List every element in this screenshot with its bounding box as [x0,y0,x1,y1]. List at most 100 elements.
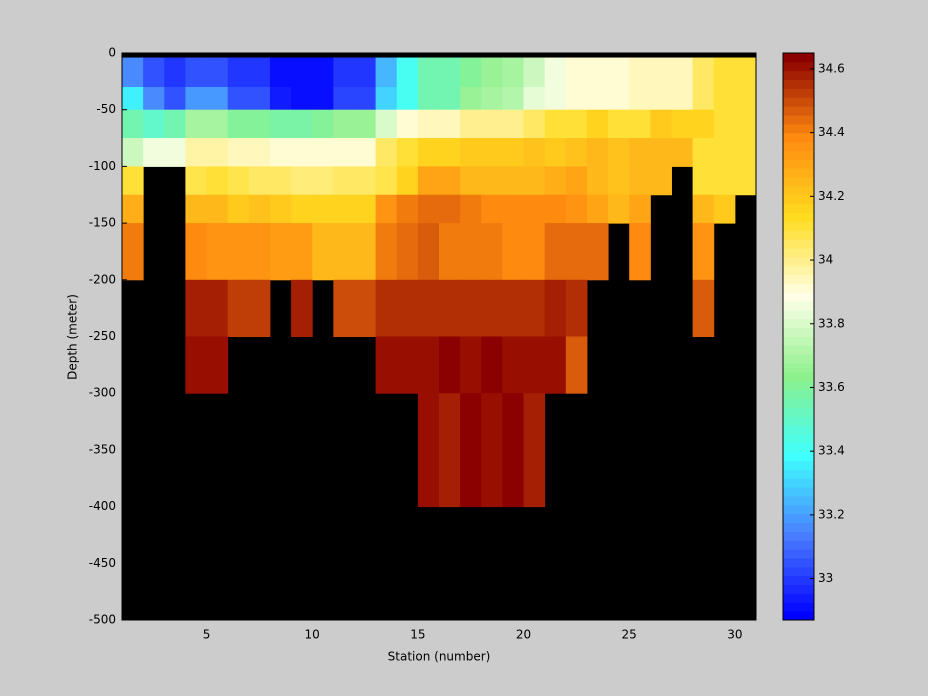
cell [122,138,144,167]
cell [523,336,546,394]
cell [185,223,208,281]
y-tick-label: -50 [96,102,116,116]
colorbar-step [783,469,814,479]
cell [396,109,419,139]
cell [354,166,377,196]
cell [143,109,165,139]
colorbar-step [783,194,814,205]
cell [460,279,482,337]
cell [565,87,588,111]
colorbar-step [783,283,814,293]
cell [206,194,229,224]
colorbar-step [783,221,814,231]
cell [248,57,271,88]
colorbar-step [783,168,814,178]
cell [629,138,651,167]
colorbar-step [783,185,814,196]
x-axis-label: Station (number) [388,650,491,664]
cell [439,138,461,167]
cell [227,138,250,167]
cell [565,166,588,196]
cell [692,109,715,139]
cell [502,109,525,139]
cell [291,194,313,224]
colorbar-frame [782,52,815,621]
cell [439,166,461,196]
cell [629,194,651,224]
cell [312,223,334,281]
cell [502,138,525,167]
colorbar-step [783,531,814,541]
cell [565,223,588,281]
cell [333,166,355,196]
cell [248,279,271,337]
cell [481,166,503,196]
cell [122,223,144,281]
cell [122,57,144,88]
cell [523,166,546,196]
cell [396,279,419,337]
cell [354,279,377,337]
colorbar-tick-label: 34 [818,253,833,267]
cell [692,87,715,111]
cell [439,336,461,394]
colorbar-step [783,274,814,284]
cell [396,57,419,88]
cell [713,57,736,88]
cell [481,279,503,337]
colorbar-step [783,425,814,435]
y-tick-label: 0 [108,46,116,60]
colorbar-step [783,97,814,107]
cell [544,336,567,394]
y-tick-label: -450 [89,556,116,570]
cell [544,109,567,139]
colorbar-tick-label: 33.2 [818,507,845,521]
cell [713,194,736,224]
cell [417,166,440,196]
colorbar-step [783,371,814,382]
cell [586,87,609,111]
cell [544,194,567,224]
colorbar-step [783,203,814,213]
cell [713,138,736,167]
cell [544,138,567,167]
cell [629,57,651,88]
y-tick-label: -400 [89,499,116,513]
cell [291,223,313,281]
cell [629,166,651,196]
cell [122,194,144,224]
cell [375,279,398,337]
cell [312,57,334,88]
cell [269,166,292,196]
cell [650,87,672,111]
cell [248,109,271,139]
cell [460,109,482,139]
cell [692,194,715,224]
cell [439,194,461,224]
cell [650,138,672,167]
cell [544,223,567,281]
cell [586,166,609,196]
cell [333,223,355,281]
cell [333,138,355,167]
cell [650,109,672,139]
cell [523,87,546,111]
cell [396,87,419,111]
cell [227,87,250,111]
cell [269,194,292,224]
colorbar-step [783,363,814,373]
cell [291,57,313,88]
cell [608,87,630,111]
cell [269,87,292,111]
colorbar-step [783,487,814,497]
cell [206,166,229,196]
cell [206,336,229,394]
colorbar-step [783,61,814,72]
cell [734,138,757,167]
cell [523,138,546,167]
cell [586,138,609,167]
cell [164,87,186,111]
cell [460,194,482,224]
cell [608,138,630,167]
cell [502,87,525,111]
